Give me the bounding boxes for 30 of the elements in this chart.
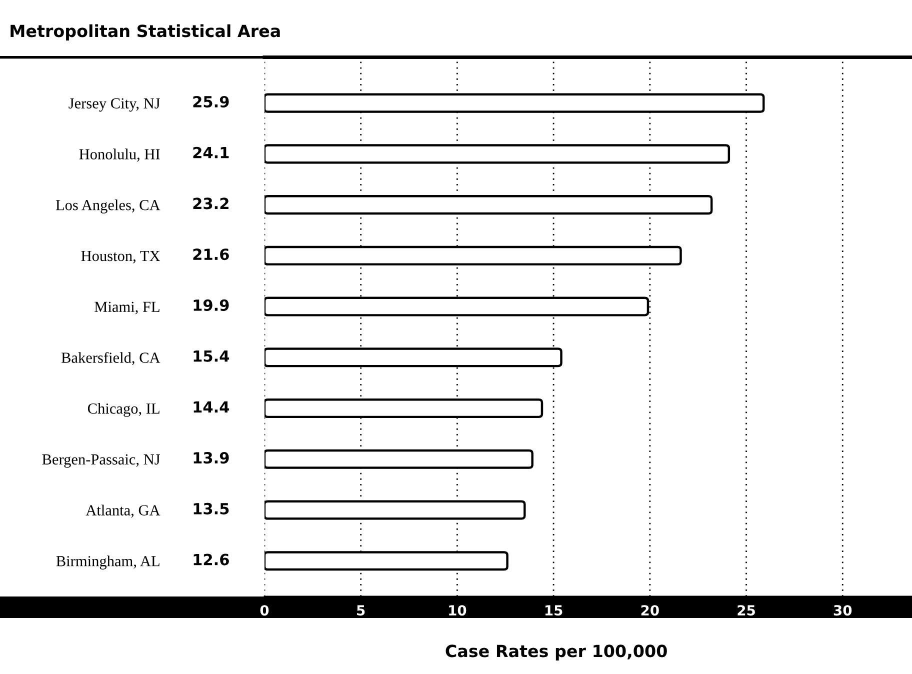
y-tick-label: Birmingham, AL — [56, 556, 160, 570]
data-label: 15.4 — [194, 350, 230, 362]
x-tick-label: 30 — [834, 605, 852, 616]
data-label: 21.6 — [193, 248, 229, 260]
y-tick-label: Atlanta, GA — [86, 504, 160, 518]
x-axis-title: Case Rates per 100,000 — [446, 644, 667, 661]
data-label: 13.9 — [194, 452, 229, 464]
x-tick-label: 20 — [641, 605, 659, 616]
y-tick-label: Miami, FL — [94, 302, 160, 314]
x-tick-label: 10 — [449, 605, 466, 616]
x-tick-label: 15 — [545, 605, 562, 616]
x-tick-label: 0 — [260, 605, 269, 616]
chart-title: Metropolitan Statistical Area — [10, 24, 280, 40]
data-label: 25.9 — [193, 96, 229, 108]
data-label: 19.9 — [194, 299, 229, 311]
data-label: 23.2 — [193, 198, 228, 210]
y-tick-label: Jersey City, NJ — [68, 98, 160, 112]
y-tick-label: Houston, TX — [81, 250, 160, 264]
y-tick-label: Bergen-Passaic, NJ — [42, 454, 160, 468]
data-label: 24.1 — [193, 146, 229, 158]
data-label: 13.5 — [194, 502, 229, 514]
y-tick-label: Bakersfield, CA — [61, 352, 160, 366]
y-tick-label: Los Angeles, CA — [56, 200, 160, 214]
bar — [264, 144, 730, 164]
y-tick-label: Honolulu, HI — [79, 148, 160, 162]
x-tick-label: 25 — [738, 605, 755, 616]
y-tick-label: Chicago, IL — [88, 402, 160, 417]
x-tick-label: 5 — [357, 605, 365, 616]
data-label: 14.4 — [194, 401, 230, 412]
data-label: 12.6 — [194, 554, 229, 566]
